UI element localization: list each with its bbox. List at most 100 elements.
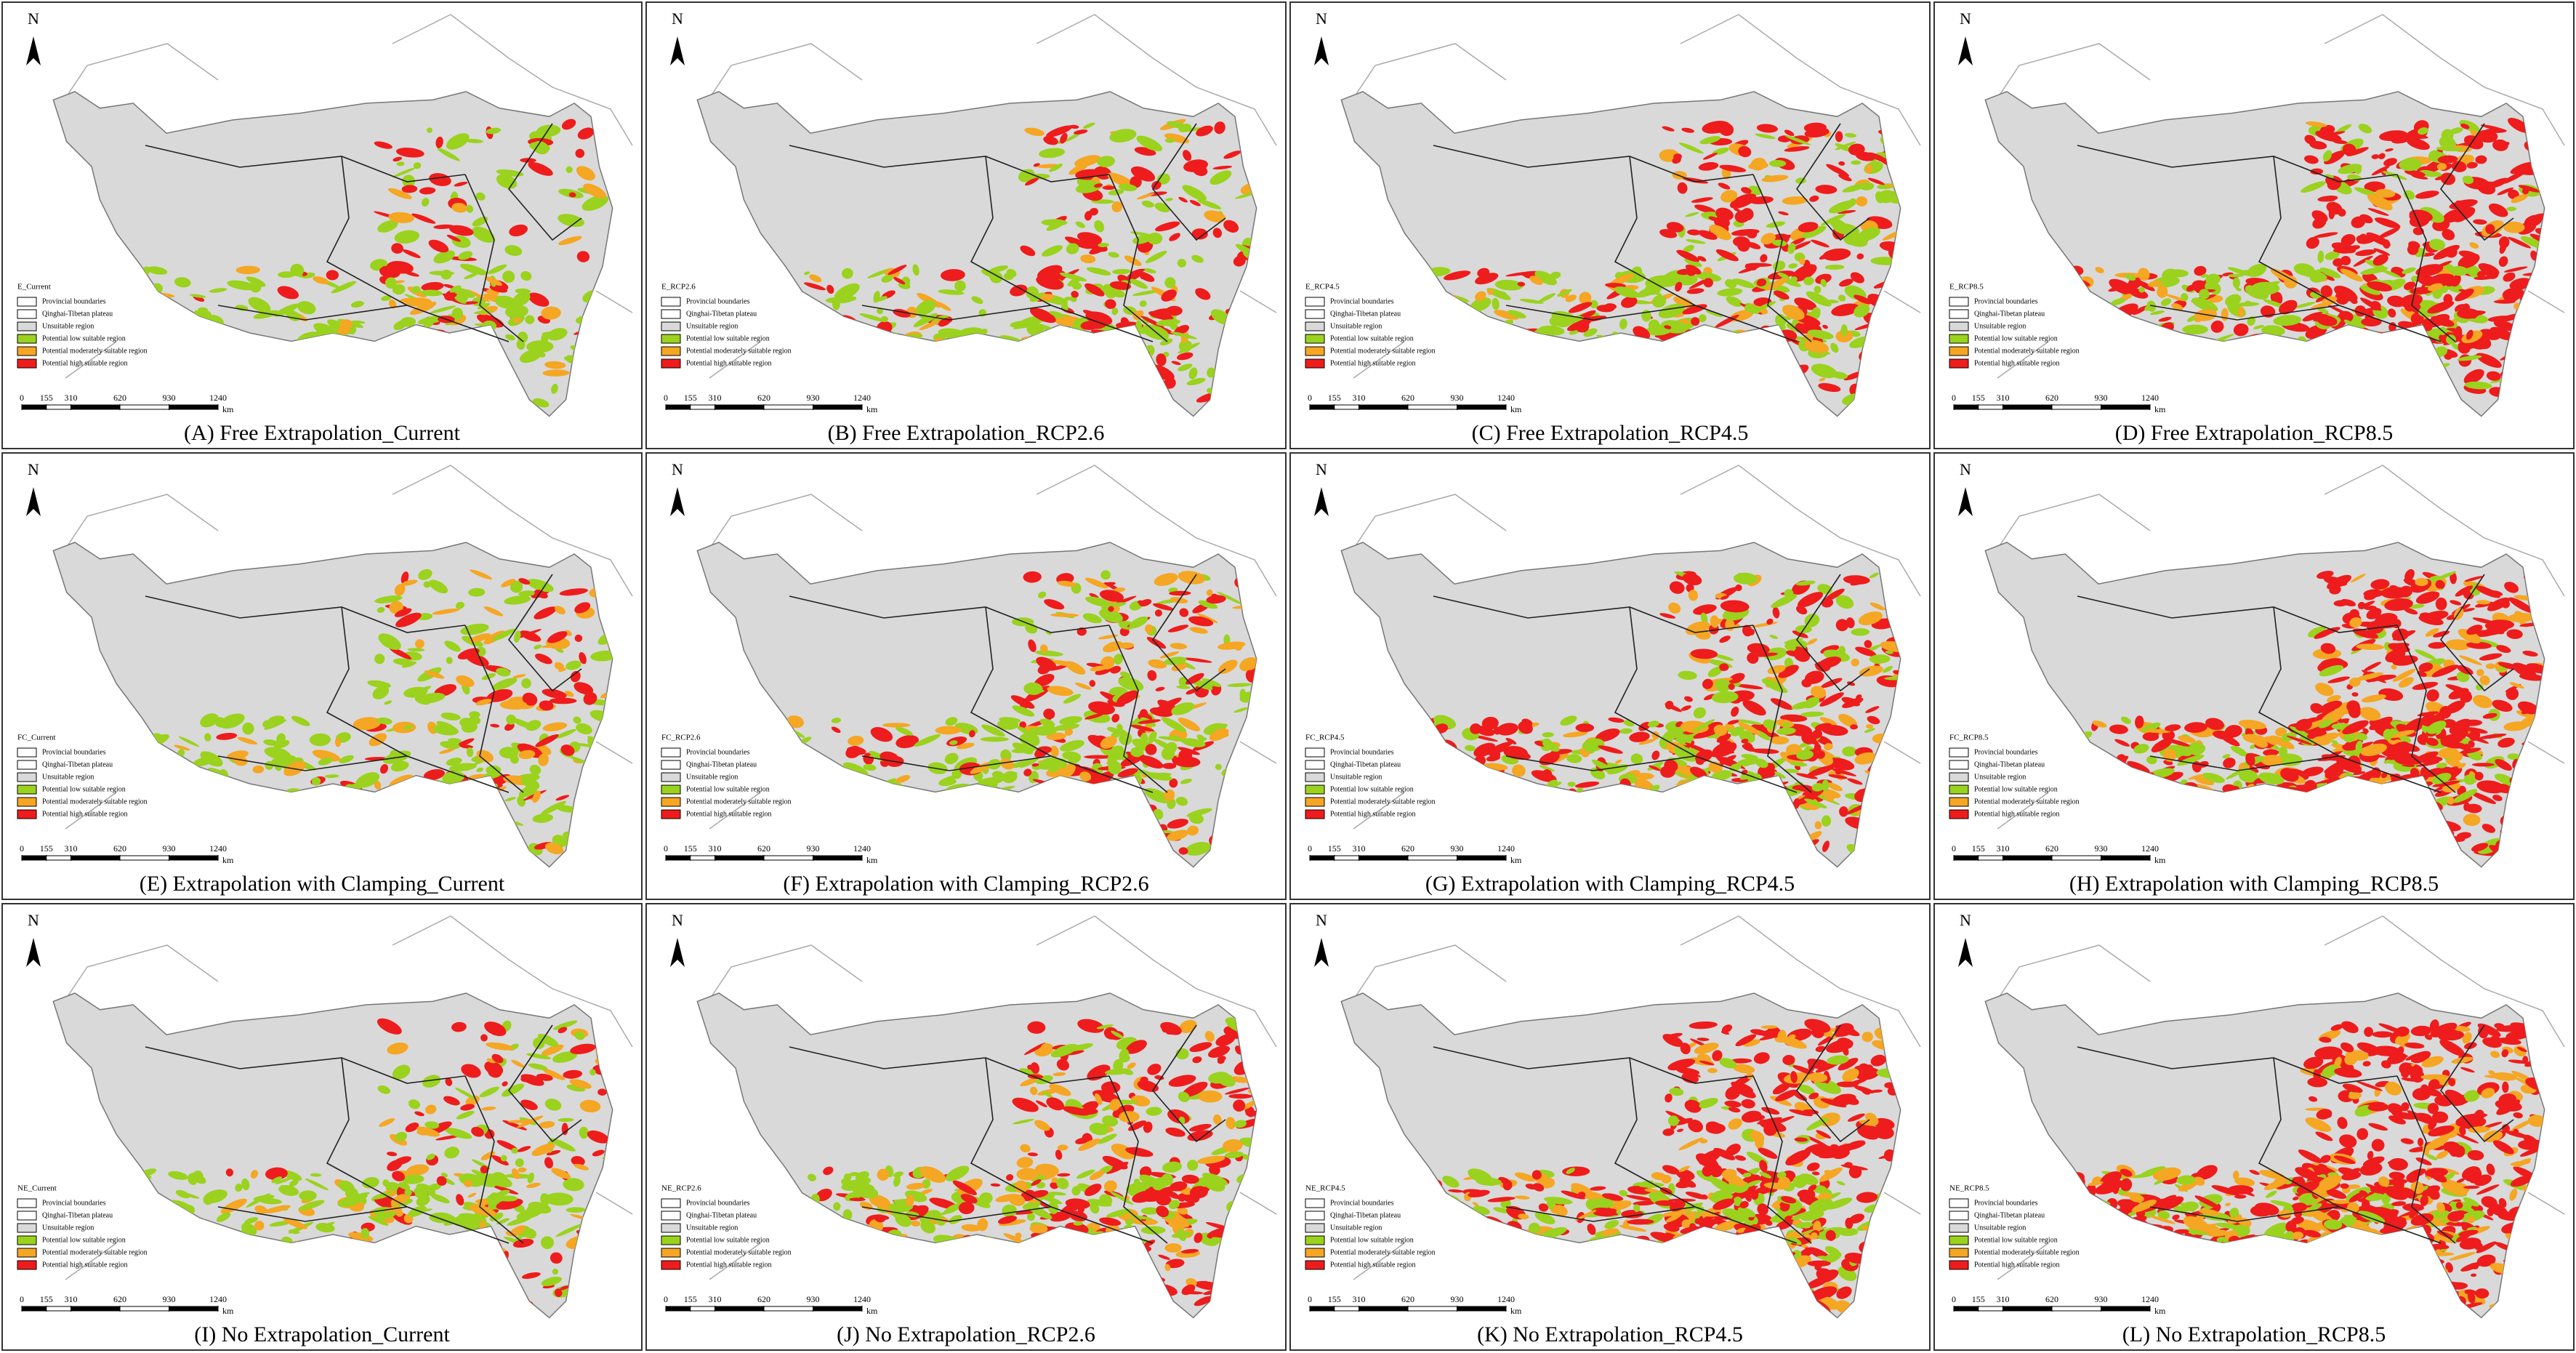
province-boundary (507, 1024, 582, 1143)
suitable-patch (1156, 173, 1170, 185)
suitable-patch (971, 296, 983, 304)
suitable-patch (1850, 579, 1868, 586)
suitable-patch (1046, 1097, 1065, 1111)
suitable-patch (1567, 782, 1576, 787)
suitable-patch (1016, 1168, 1039, 1181)
suitable-patch (1155, 221, 1180, 232)
suitable-patch (2349, 617, 2362, 628)
suitable-patch (2330, 739, 2338, 744)
suitable-patch (573, 759, 581, 764)
suitable-patch (1659, 613, 1675, 619)
suitable-patch (497, 786, 507, 792)
legend-label: Unsuitable region (686, 1224, 738, 1232)
suitable-patch (2315, 130, 2342, 142)
scale-label: 310 (65, 1294, 78, 1304)
suitable-patch (803, 282, 826, 291)
suitable-patch (1784, 135, 1811, 145)
suitable-patch (331, 281, 357, 294)
suitable-patch (2308, 626, 2326, 638)
suitable-patch (1227, 683, 1252, 687)
suitable-patch (2497, 187, 2514, 196)
neighbor-boundary (709, 341, 761, 379)
suitable-patch (1203, 1176, 1225, 1192)
suitable-patch (408, 1099, 421, 1109)
suitable-patch (1859, 665, 1883, 677)
suitable-patch (1788, 263, 1798, 269)
suitable-patch (1697, 256, 1707, 262)
suitable-patch (2445, 758, 2463, 768)
suitable-patch (1127, 1062, 1136, 1069)
suitable-patch (492, 628, 515, 641)
suitable-patch (2242, 270, 2256, 275)
suitable-patch (435, 136, 443, 148)
suitable-patch (2178, 735, 2196, 743)
suitable-patch (1139, 1174, 1161, 1187)
scale-label: 930 (163, 393, 176, 403)
suitable-patch (560, 744, 575, 756)
suitable-patch (1830, 371, 1848, 380)
suitable-patch (893, 277, 906, 285)
legend-label: Potential moderately suitable region (686, 1248, 792, 1256)
suitable-patch (2463, 774, 2476, 785)
suitable-patch (527, 579, 554, 593)
suitable-patch (1225, 1088, 1249, 1095)
suitable-patch (579, 651, 587, 665)
legend-label: Unsuitable region (1974, 322, 2026, 330)
legend-label: Unsuitable region (42, 322, 94, 330)
suitable-patch (390, 1193, 411, 1205)
scale-segment (2003, 404, 2053, 410)
panel-caption: (G) Extrapolation with Clamping_RCP4.5 (1425, 872, 1795, 896)
suitable-patch (1045, 630, 1052, 635)
suitable-patch (2371, 154, 2380, 159)
suitable-patch (2403, 281, 2416, 290)
suitable-patch (536, 1073, 553, 1081)
suitable-patch (401, 579, 418, 586)
suitable-patch (1023, 571, 1042, 583)
province-boundary (2258, 156, 2340, 306)
suitable-patch (1059, 716, 1082, 725)
suitable-patch (1233, 255, 1246, 267)
suitable-patch (486, 688, 513, 702)
suitable-patch (1822, 248, 1851, 261)
suitable-patch (1566, 754, 1582, 763)
suitable-patch (1665, 703, 1682, 712)
suitable-patch (491, 1155, 509, 1166)
suitable-patch (1233, 707, 1249, 713)
suitable-patch (1079, 1107, 1098, 1115)
suitable-patch (2425, 628, 2439, 637)
suitable-patch (1050, 1181, 1059, 1189)
suitable-patch (390, 750, 398, 758)
suitable-patch (1116, 690, 1138, 705)
suitable-patch (2388, 643, 2410, 653)
scale-segment (169, 855, 219, 861)
suitable-patch (1178, 1193, 1186, 1202)
province-boundary (2396, 625, 2456, 793)
legend-label: Potential moderately suitable region (1974, 798, 2080, 806)
suitable-patch (2327, 695, 2341, 703)
suitable-patch (2355, 740, 2363, 752)
suitable-patch (466, 747, 474, 758)
suitable-patch (1824, 265, 1845, 270)
suitable-patch (1094, 220, 1105, 233)
suitable-patch (1542, 769, 1553, 780)
suitable-patch (1036, 657, 1057, 671)
suitable-patch (241, 1178, 250, 1191)
suitable-patch (2508, 236, 2532, 249)
suitable-patch (1747, 241, 1761, 249)
scale-segment (1953, 404, 1979, 410)
suitable-patch (465, 1095, 480, 1106)
suitable-patch (1867, 715, 1880, 725)
suitable-patch (297, 273, 303, 278)
suitable-patch (324, 774, 339, 779)
neighbor-boundary (595, 1192, 633, 1215)
suitable-patch (2370, 579, 2390, 590)
suitable-patch (2398, 677, 2414, 688)
suitable-patch (1207, 367, 1215, 378)
suitable-patch (1207, 1045, 1231, 1058)
suitable-patch (2275, 727, 2287, 736)
suitable-patch (998, 1219, 1026, 1226)
suitable-patch (803, 271, 810, 276)
suitable-patch (1086, 267, 1111, 276)
suitable-patch (1820, 278, 1827, 287)
